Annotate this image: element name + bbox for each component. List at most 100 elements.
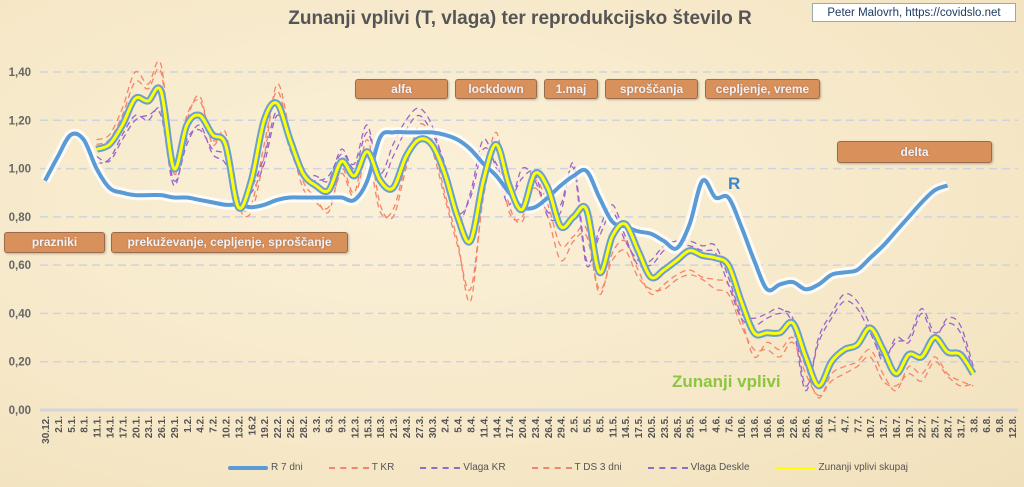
x-tick-label: 30.12. <box>41 416 52 444</box>
x-tick-label: 7.2. <box>209 416 220 433</box>
x-tick-label: 23.1. <box>144 416 155 438</box>
x-tick-label: 6.3. <box>325 416 336 433</box>
x-tick-label: 3.3. <box>312 416 323 433</box>
x-tick-label: 31.7. <box>956 416 967 438</box>
x-tick-label: 13.2. <box>234 416 245 438</box>
x-tick-label: 20.5. <box>647 416 658 438</box>
x-tick-label: 9.8. <box>995 416 1006 433</box>
legend-swatch <box>647 466 688 469</box>
x-tick-label: 10.2. <box>222 416 233 438</box>
legend-label: T KR <box>371 462 395 473</box>
x-tick-label: 4.6. <box>711 416 722 433</box>
x-tick-label: 2.1. <box>54 416 65 433</box>
x-tick-label: 7.7. <box>853 416 864 433</box>
y-tick-label: 0,60 <box>9 260 31 272</box>
x-tick-label: 11.4. <box>479 416 490 438</box>
x-tick-label: 19.6. <box>776 416 787 438</box>
x-tick-label: 26.5. <box>673 416 684 438</box>
x-tick-label: 25.7. <box>931 416 942 438</box>
x-tick-label: 24.3. <box>402 416 413 438</box>
x-tick-label: 28.2. <box>299 416 310 438</box>
y-tick-label: 0,80 <box>9 212 31 224</box>
x-tick-label: 27.3. <box>415 416 426 438</box>
x-tick-label: 19.2. <box>260 416 271 438</box>
x-tick-label: 19.7. <box>905 416 916 438</box>
x-tick-label: 14.4. <box>492 416 503 438</box>
x-tick-label: 8.5. <box>595 416 606 433</box>
y-tick-label: 1,20 <box>9 115 31 127</box>
annotation-cepljenje-vreme: cepljenje, vreme <box>705 79 820 99</box>
x-tick-label: 23.5. <box>660 416 671 438</box>
annotation-prekuzevanje: prekuževanje, cepljenje, sproščanje <box>111 232 348 253</box>
x-tick-label: 12.8. <box>1008 416 1019 438</box>
legend-item: Vlaga KR <box>420 462 506 473</box>
y-tick-label: 1,40 <box>9 67 31 79</box>
x-tick-label: 23.4. <box>531 416 542 438</box>
x-tick-label: 4.2. <box>196 416 207 433</box>
x-tick-label: 14.1. <box>105 416 116 438</box>
legend-item: T DS 3 dni <box>531 462 622 473</box>
x-tick-label: 22.2. <box>273 416 284 438</box>
legend-swatch <box>775 466 816 469</box>
legend-label: R 7 dni <box>271 462 303 473</box>
legend-label: Vlaga KR <box>463 462 506 473</box>
x-tick-label: 29.4. <box>557 416 568 438</box>
x-tick-label: 5.1. <box>67 416 78 433</box>
x-tick-label: 25.2. <box>286 416 297 438</box>
legend-swatch <box>328 466 369 469</box>
x-tick-label: 6.8. <box>982 416 993 433</box>
annotation-1-maj: 1.maj <box>544 79 598 99</box>
legend-label: Zunanji vplivi skupaj <box>818 462 909 473</box>
x-tick-label: 1.6. <box>699 416 710 433</box>
x-tick-label: 26.1. <box>157 416 168 438</box>
legend-label: T DS 3 dni <box>574 462 622 473</box>
x-tick-label: 15.3. <box>363 416 374 438</box>
y-tick-label: 0,20 <box>9 357 31 369</box>
x-tick-label: 17.1. <box>118 416 129 438</box>
credit-box: Peter Malovrh, https://covidslo.net <box>812 3 1016 22</box>
x-tick-label: 17.5. <box>634 416 645 438</box>
x-tick-label: 8.1. <box>80 416 91 433</box>
x-tick-label: 21.3. <box>389 416 400 438</box>
x-tick-label: 10.6. <box>737 416 748 438</box>
chart-title: Zunanji vplivi (T, vlaga) ter reprodukci… <box>288 8 752 29</box>
legend-item: Vlaga Deskle <box>647 462 750 473</box>
x-tick-label: 13.7. <box>879 416 890 438</box>
x-tick-label: 16.6. <box>763 416 774 438</box>
x-tick-label: 4.7. <box>840 416 851 433</box>
x-tick-label: 1.7. <box>827 416 838 433</box>
x-tick-label: 20.1. <box>131 416 142 438</box>
x-tick-label: 5.4. <box>454 416 465 433</box>
series-zunanji-vplivi-skupaj <box>96 86 975 388</box>
annotation-prazniki: prazniki <box>4 232 105 253</box>
x-tick-label: 22.6. <box>789 416 800 438</box>
x-tick-label: 29.5. <box>686 416 697 438</box>
x-tick-label: 2.4. <box>441 416 452 433</box>
legend-item: T KR <box>328 462 395 473</box>
r-series-label: R <box>728 174 741 193</box>
x-tick-label: 18.3. <box>376 416 387 438</box>
x-tick-label: 28.6. <box>815 416 826 438</box>
legend: R 7 dni T KR Vlaga KR T DS 3 dni Vlaga Deskl… <box>228 462 908 473</box>
annotation-lockdown: lockdown <box>455 79 537 99</box>
x-tick-label: 10.7. <box>866 416 877 438</box>
annotation-alfa: alfa <box>355 79 448 99</box>
series-vlaga-kr <box>96 107 974 392</box>
x-tick-label: 30.3. <box>428 416 439 438</box>
x-tick-label: 9.3. <box>338 416 349 433</box>
x-tick-label: 12.3. <box>350 416 361 438</box>
x-tick-label: 16.7. <box>892 416 903 438</box>
x-tick-label: 3.8. <box>969 416 980 433</box>
x-tick-label: 25.6. <box>802 416 813 438</box>
x-tick-label: 13.6. <box>750 416 761 438</box>
legend-item: Zunanji vplivi skupaj <box>775 462 909 473</box>
zunanji-series-label: Zunanji vplivi <box>672 372 781 391</box>
x-tick-label: 14.5. <box>621 416 632 438</box>
legend-swatch <box>228 465 268 470</box>
annotation-delta: delta <box>837 141 992 163</box>
series-r-7-dni <box>43 130 949 293</box>
x-tick-label: 2.5. <box>570 416 581 433</box>
x-tick-label: 5.5. <box>583 416 594 433</box>
x-tick-label: 22.7. <box>918 416 929 438</box>
